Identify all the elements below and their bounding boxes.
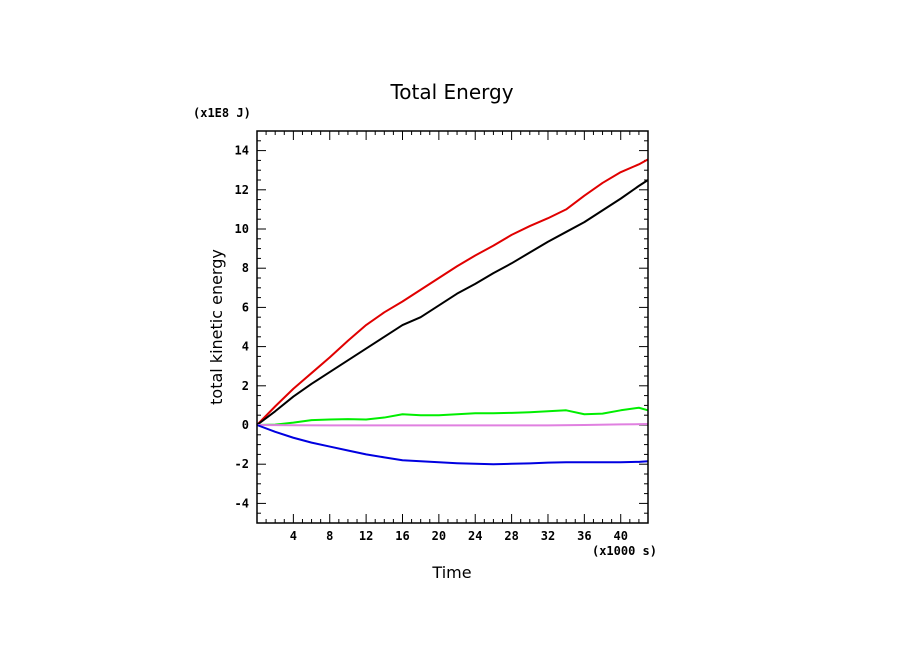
y-unit-label: (x1E8 J) <box>193 106 251 120</box>
x-tick-label: 28 <box>504 529 518 543</box>
axis-ticks <box>257 131 648 523</box>
x-tick-label: 32 <box>541 529 555 543</box>
series-line-4 <box>256 423 649 427</box>
x-tick-label: 24 <box>468 529 482 543</box>
data-series <box>256 158 649 466</box>
y-tick-label: 12 <box>235 183 249 197</box>
series-line-1 <box>256 158 649 426</box>
y-tick-label: 10 <box>235 222 249 236</box>
x-tick-label: 12 <box>359 529 373 543</box>
y-tick-label: 0 <box>242 418 249 432</box>
x-tick-label: 16 <box>395 529 409 543</box>
series-line-2 <box>256 179 649 426</box>
x-unit-label: (x1000 s) <box>592 544 657 558</box>
plot-frame <box>256 130 649 524</box>
series-line-5 <box>256 424 649 466</box>
chart-title: Total Energy <box>389 80 513 104</box>
x-tick-label: 4 <box>290 529 297 543</box>
y-tick-label: 2 <box>242 379 249 393</box>
y-tick-label: -4 <box>235 496 249 510</box>
y-tick-label: -2 <box>235 457 249 471</box>
x-tick-label: 20 <box>432 529 446 543</box>
x-tick-label: 8 <box>326 529 333 543</box>
y-axis-label: total kinetic energy <box>207 249 226 405</box>
x-tick-label: 36 <box>577 529 591 543</box>
y-tick-label: 6 <box>242 300 249 314</box>
x-axis-label: Time <box>431 563 471 582</box>
series-line-3 <box>256 406 649 426</box>
x-tick-label: 40 <box>613 529 627 543</box>
y-tick-label: 14 <box>235 144 249 158</box>
y-tick-label: 4 <box>242 340 249 354</box>
y-tick-label: 8 <box>242 261 249 275</box>
